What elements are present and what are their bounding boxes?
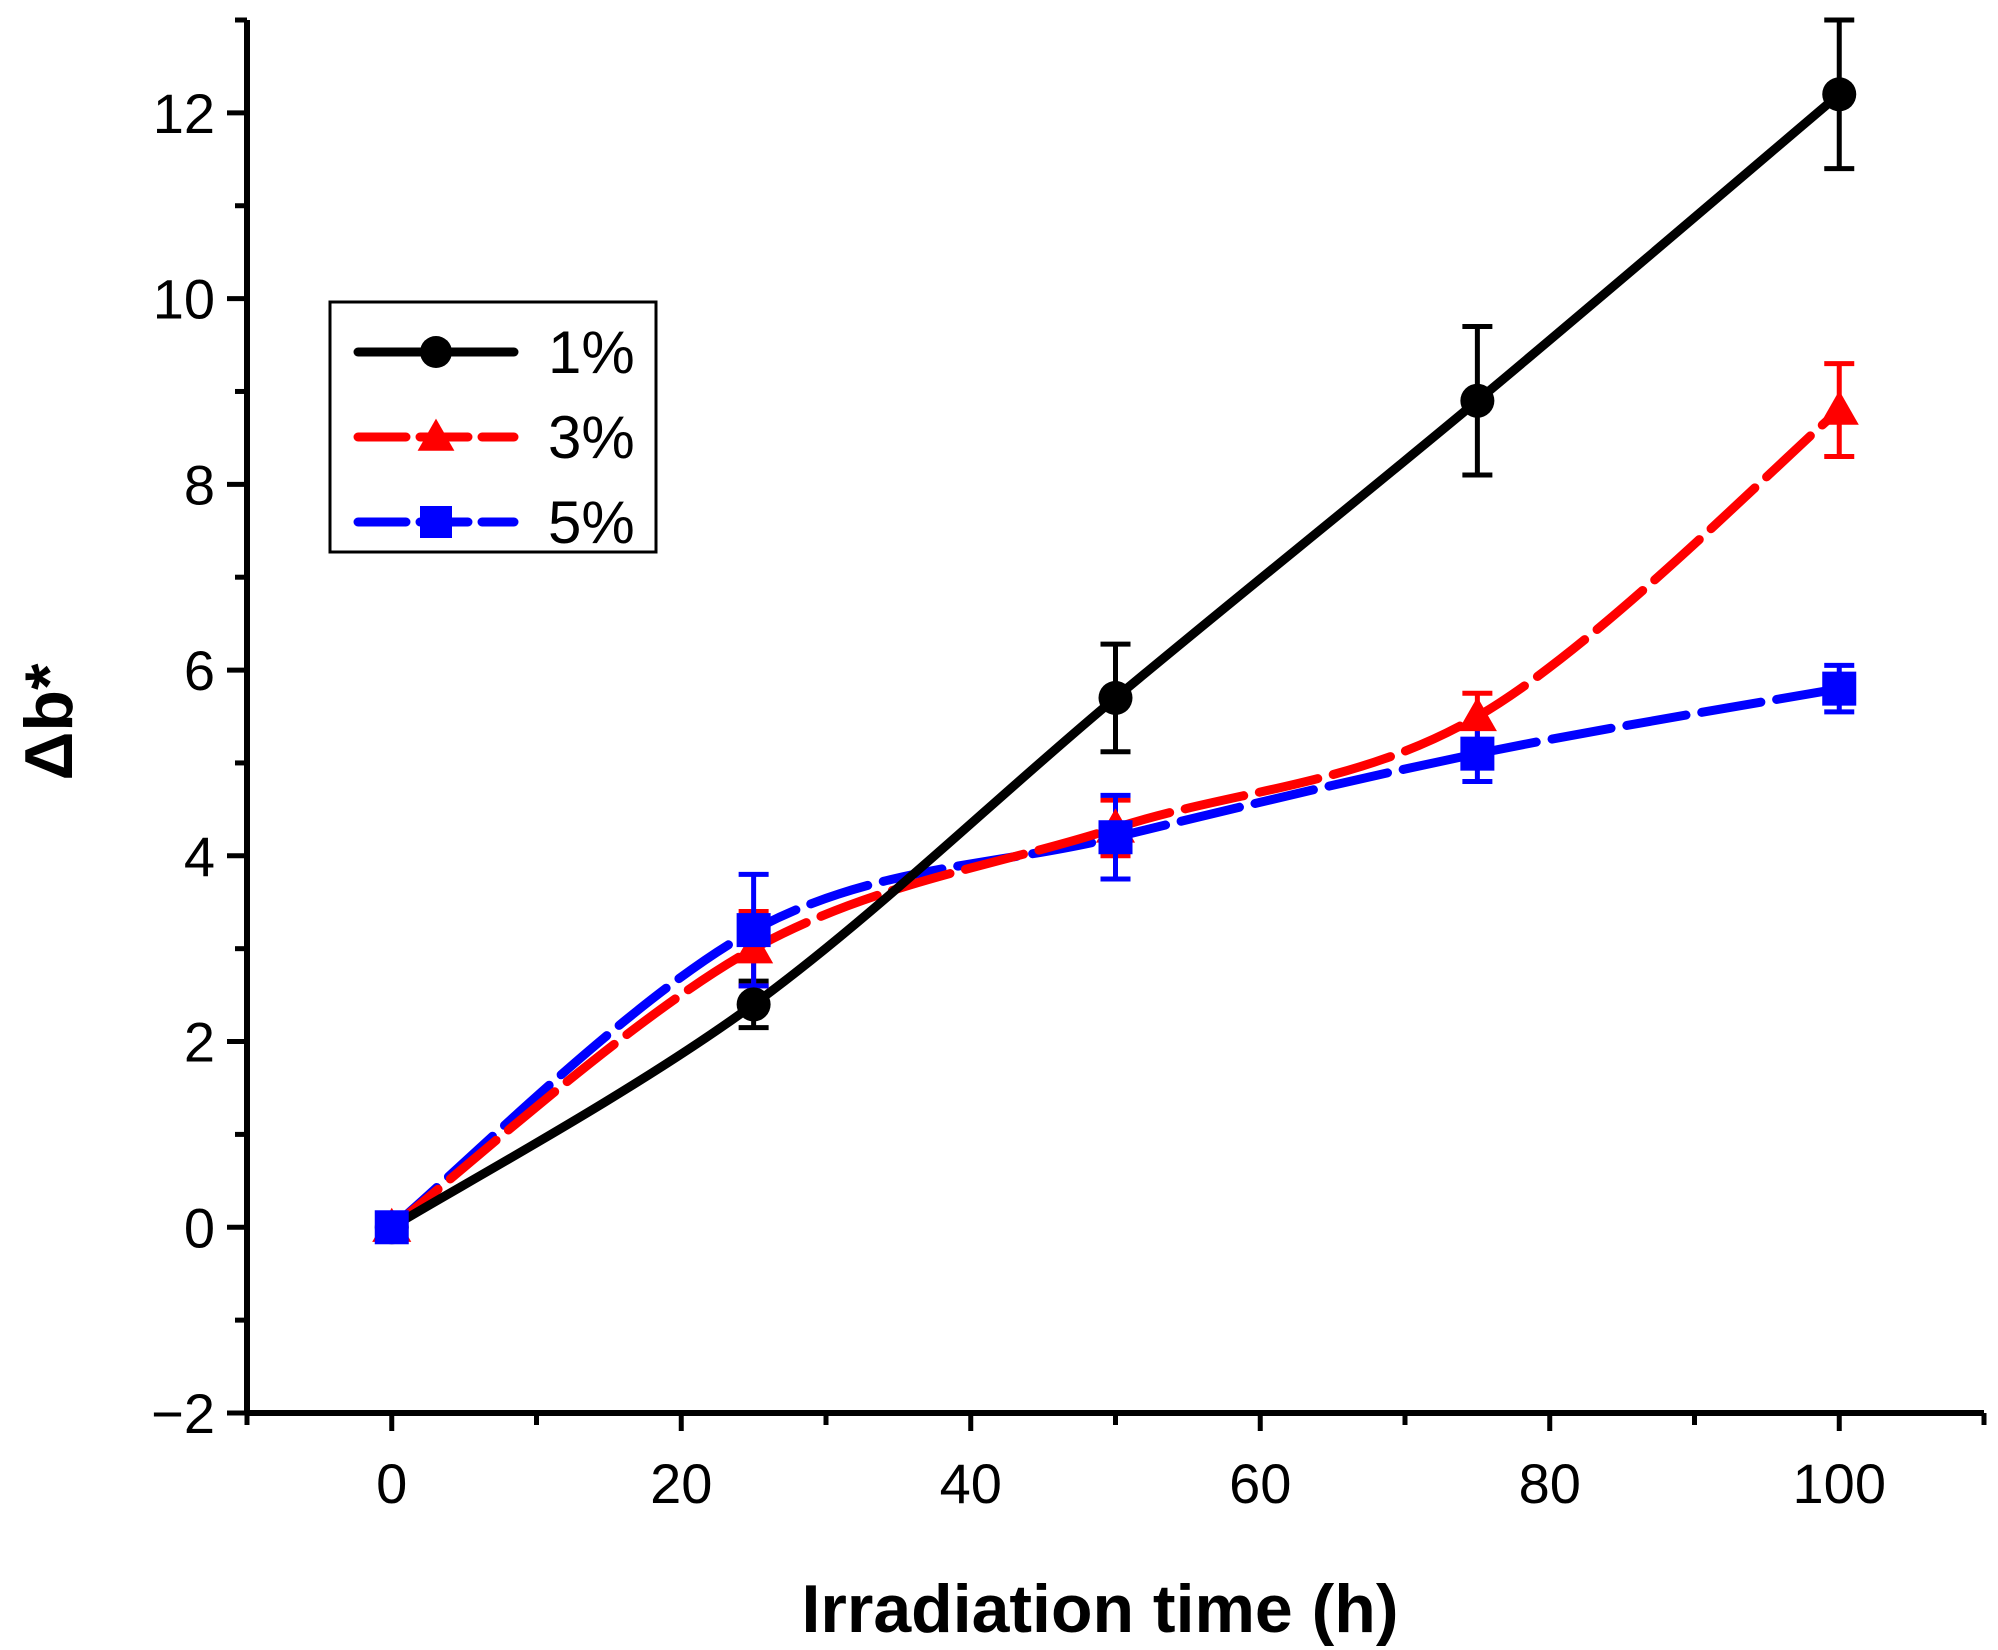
x-ticks: 0 20 40 60 80 100 bbox=[244, 1413, 1987, 1515]
legend-frame bbox=[328, 300, 658, 554]
data-point-1% bbox=[736, 987, 771, 1022]
y-tick-label: 12 bbox=[153, 82, 215, 145]
y-tick-label: 10 bbox=[153, 268, 215, 331]
data-point-5% bbox=[1098, 820, 1133, 855]
data-point-3% bbox=[1819, 390, 1859, 425]
legend-label-5%: 5% bbox=[548, 489, 635, 556]
legend-marker-5% bbox=[420, 506, 452, 538]
data-point-3% bbox=[1457, 696, 1497, 732]
x-tick-label: 60 bbox=[1229, 1452, 1291, 1515]
x-tick-label: 20 bbox=[650, 1452, 712, 1515]
x-axis-title: Irradiation time (h) bbox=[802, 1571, 1399, 1647]
data-point-5% bbox=[736, 913, 771, 948]
data-point-5% bbox=[1822, 671, 1857, 706]
x-tick-label: 0 bbox=[376, 1452, 407, 1515]
y-ticks: −2 0 2 4 6 8 10 12 bbox=[151, 17, 247, 1445]
data-point-1% bbox=[1098, 680, 1133, 715]
y-axis-title: Δb* bbox=[11, 663, 87, 780]
x-tick-label: 100 bbox=[1793, 1452, 1886, 1515]
legend-label-1%: 1% bbox=[548, 319, 635, 386]
markers bbox=[372, 77, 1859, 1245]
legend: 1% 3% 5% bbox=[328, 300, 658, 556]
data-point-1% bbox=[1822, 77, 1857, 112]
y-tick-label: 0 bbox=[184, 1196, 215, 1259]
legend-label-3%: 3% bbox=[548, 404, 635, 471]
y-tick-label: 6 bbox=[184, 639, 215, 702]
legend-marker-3% bbox=[417, 418, 455, 451]
y-tick-label: 8 bbox=[184, 453, 215, 516]
x-tick-label: 80 bbox=[1519, 1452, 1581, 1515]
data-point-5% bbox=[1460, 736, 1495, 771]
y-tick-label: 2 bbox=[184, 1011, 215, 1074]
y-tick-label: 4 bbox=[184, 825, 215, 888]
data-point-1% bbox=[1460, 383, 1495, 418]
series-line-5% bbox=[387, 684, 1844, 1232]
legend-marker-1% bbox=[420, 336, 452, 368]
x-tick-label: 40 bbox=[940, 1452, 1002, 1515]
y-tick-label: −2 bbox=[151, 1382, 215, 1445]
data-point-5% bbox=[374, 1210, 409, 1245]
